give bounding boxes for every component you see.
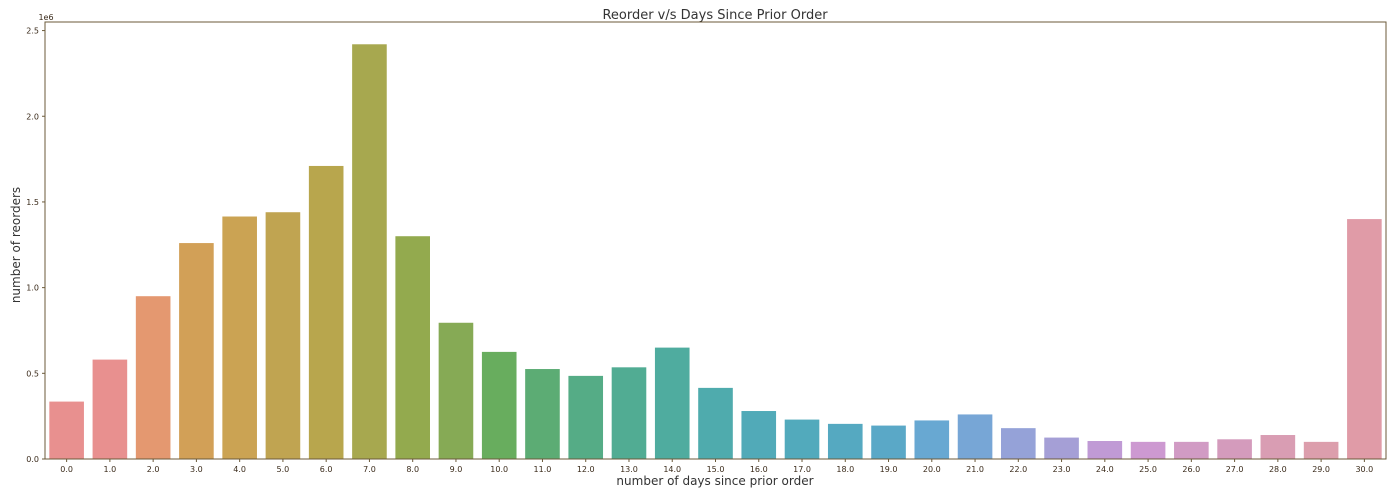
bar-14.0 — [654, 347, 690, 459]
bar-16.0 — [741, 411, 777, 459]
x-tick-label: 9.0 — [450, 465, 463, 474]
x-tick-label: 0.0 — [60, 465, 73, 474]
x-tick-label: 7.0 — [363, 465, 376, 474]
bar-4.0 — [222, 216, 257, 459]
x-tick-label: 19.0 — [880, 465, 898, 474]
y-tick-label: 1.5 — [26, 198, 39, 207]
bar-27.0 — [1217, 439, 1252, 459]
x-tick-label: 16.0 — [750, 465, 768, 474]
bar-9.0 — [438, 322, 474, 459]
bar-23.0 — [1044, 437, 1079, 459]
y-tick-label: 1.0 — [26, 284, 39, 293]
x-tick-label: 24.0 — [1096, 465, 1114, 474]
bar-15.0 — [698, 387, 733, 459]
x-tick-label: 4.0 — [233, 465, 246, 474]
y-axis-title: number of reorders — [9, 187, 23, 303]
x-tick-label: 11.0 — [534, 465, 552, 474]
bar-24.0 — [1087, 441, 1123, 459]
x-tick-label: 27.0 — [1226, 465, 1244, 474]
x-tick-label: 21.0 — [966, 465, 984, 474]
x-tick-label: 13.0 — [620, 465, 638, 474]
x-tick-label: 2.0 — [147, 465, 160, 474]
x-tick-label: 8.0 — [406, 465, 419, 474]
bar-21.0 — [957, 414, 993, 459]
x-tick-label: 10.0 — [490, 465, 508, 474]
bars-group — [49, 44, 1382, 459]
x-tick-label: 25.0 — [1139, 465, 1157, 474]
y-axis-ticks: 0.0 0.5 1.0 1.5 2.0 2.5 — [26, 27, 45, 464]
bar-20.0 — [914, 420, 950, 459]
bar-13.0 — [611, 367, 647, 459]
bar-28.0 — [1260, 435, 1296, 459]
bar-12.0 — [568, 375, 604, 459]
bar-2.0 — [135, 296, 171, 459]
y-axis-offset-label: 1e6 — [38, 13, 53, 22]
y-tick-label: 2.0 — [26, 112, 39, 121]
x-tick-label: 29.0 — [1312, 465, 1330, 474]
x-tick-label: 18.0 — [836, 465, 854, 474]
x-tick-label: 26.0 — [1182, 465, 1200, 474]
bar-11.0 — [525, 369, 560, 459]
plot-frame — [44, 21, 1387, 460]
x-tick-label: 5.0 — [277, 465, 290, 474]
bar-3.0 — [179, 243, 214, 459]
y-tick-label: 2.5 — [26, 27, 39, 36]
bar-19.0 — [871, 425, 906, 459]
bar-0.0 — [49, 401, 84, 459]
bar-6.0 — [308, 165, 344, 459]
bar-17.0 — [784, 419, 820, 459]
bar-25.0 — [1130, 441, 1166, 459]
x-tick-label: 12.0 — [577, 465, 595, 474]
x-tick-label: 14.0 — [663, 465, 681, 474]
bar-1.0 — [92, 359, 128, 459]
x-tick-label: 6.0 — [320, 465, 333, 474]
x-axis-ticks: 0.0 1.0 2.0 3.0 4.0 5.0 6.0 7.0 8.0 9.0 10.0 11.0 12… — [60, 459, 1373, 474]
x-tick-label: 22.0 — [1009, 465, 1027, 474]
chart-title: Reorder v/s Days Since Prior Order — [602, 8, 828, 23]
x-tick-label: 3.0 — [190, 465, 203, 474]
bar-8.0 — [395, 236, 430, 459]
x-tick-label: 23.0 — [1053, 465, 1071, 474]
x-tick-label: 1.0 — [104, 465, 117, 474]
bar-26.0 — [1174, 441, 1209, 459]
y-tick-label: 0.0 — [26, 455, 39, 464]
bar-18.0 — [827, 423, 863, 459]
bar-7.0 — [352, 44, 387, 459]
bar-10.0 — [481, 351, 517, 459]
x-tick-label: 28.0 — [1269, 465, 1287, 474]
bar-30.0 — [1347, 219, 1382, 459]
bar-5.0 — [265, 212, 301, 459]
bar-22.0 — [1001, 428, 1036, 459]
bar-29.0 — [1303, 441, 1339, 459]
x-tick-label: 20.0 — [923, 465, 941, 474]
y-tick-label: 0.5 — [26, 369, 39, 378]
x-tick-label: 15.0 — [707, 465, 725, 474]
x-tick-label: 30.0 — [1355, 465, 1373, 474]
x-tick-label: 17.0 — [793, 465, 811, 474]
x-axis-title: number of days since prior order — [616, 474, 813, 488]
